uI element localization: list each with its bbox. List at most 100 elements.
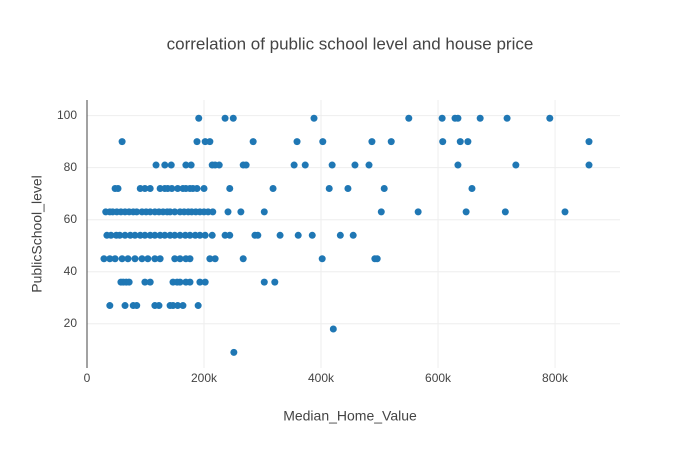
point (100, 255, 108, 263)
point (176, 278, 184, 286)
point (462, 208, 470, 216)
point (107, 231, 115, 239)
point (179, 302, 187, 310)
point (230, 348, 238, 356)
point (476, 114, 484, 122)
point (464, 138, 472, 146)
point (344, 184, 352, 192)
point (196, 231, 204, 239)
point (456, 138, 464, 146)
point (196, 278, 204, 286)
point (106, 255, 114, 263)
point (182, 161, 190, 169)
point (329, 325, 337, 333)
point (276, 231, 284, 239)
x-axis-title: Median_Home_Value (283, 408, 417, 424)
point (294, 231, 302, 239)
point (141, 184, 149, 192)
point (206, 255, 214, 263)
point (131, 231, 139, 239)
point (308, 231, 316, 239)
point (249, 138, 257, 146)
point (206, 138, 214, 146)
point (336, 231, 344, 239)
point (151, 255, 159, 263)
point (106, 302, 114, 310)
point (468, 184, 476, 192)
point (242, 161, 250, 169)
point (133, 302, 141, 310)
x-tick-label: 600k (425, 371, 452, 385)
x-tick-label: 200k (191, 371, 218, 385)
point (138, 255, 146, 263)
point (271, 278, 279, 286)
x-tick-label: 800k (542, 371, 569, 385)
point (546, 114, 554, 122)
point (193, 184, 201, 192)
point (121, 302, 129, 310)
point (319, 138, 327, 146)
point (167, 161, 175, 169)
point (438, 114, 446, 122)
point (174, 302, 182, 310)
point (215, 161, 223, 169)
y-axis-title: PublicSchool_level (29, 175, 45, 293)
point (152, 161, 160, 169)
point (174, 184, 182, 192)
point (201, 278, 209, 286)
point (290, 161, 298, 169)
point (125, 278, 133, 286)
point (118, 255, 126, 263)
point (454, 114, 462, 122)
point (373, 255, 381, 263)
point (501, 208, 509, 216)
point (176, 255, 184, 263)
point (260, 278, 268, 286)
point (133, 208, 141, 216)
point (503, 114, 511, 122)
point (512, 161, 520, 169)
point (114, 184, 122, 192)
point (387, 138, 395, 146)
point (254, 231, 262, 239)
point (301, 161, 309, 169)
point (226, 184, 234, 192)
point (171, 255, 179, 263)
point (131, 255, 139, 263)
y-tick-label: 20 (64, 316, 78, 330)
point (221, 114, 229, 122)
point (454, 161, 462, 169)
point (146, 278, 154, 286)
point (237, 208, 245, 216)
point (187, 161, 195, 169)
point (194, 302, 202, 310)
point (141, 231, 149, 239)
point (377, 208, 385, 216)
point (176, 231, 184, 239)
point (171, 231, 179, 239)
point (585, 138, 593, 146)
point (200, 184, 208, 192)
point (414, 208, 422, 216)
point (365, 161, 373, 169)
point (155, 302, 163, 310)
point (405, 114, 413, 122)
x-tick-label: 0 (84, 371, 91, 385)
y-tick-label: 100 (57, 108, 77, 122)
point (208, 231, 216, 239)
point (168, 184, 176, 192)
point (561, 208, 569, 216)
point (195, 114, 203, 122)
point (380, 184, 388, 192)
y-tick-label: 80 (64, 160, 78, 174)
point (260, 208, 268, 216)
point (211, 255, 219, 263)
point (186, 278, 194, 286)
point (193, 138, 201, 146)
point (151, 231, 159, 239)
point (349, 231, 357, 239)
point (325, 184, 333, 192)
point (226, 231, 234, 239)
point (141, 278, 149, 286)
